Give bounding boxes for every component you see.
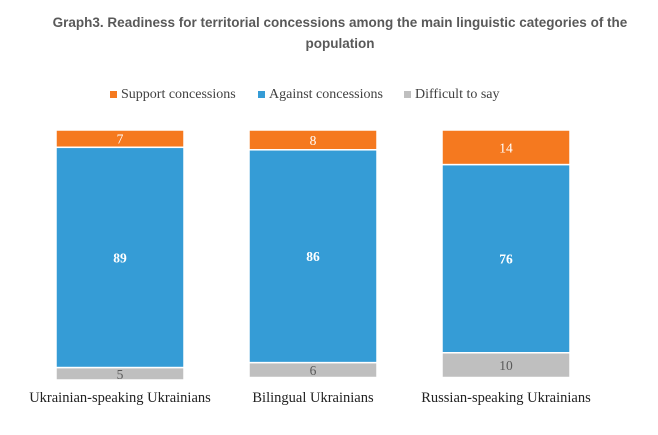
bar-difficult-to-say-bilingual-ukrainians	[248, 361, 378, 379]
chart-title: Graph3. Readiness for territorial conces…	[52, 15, 628, 51]
legend-swatch-difficult-to-say	[404, 91, 411, 98]
data-label-support-concessions-bilingual-ukrainians: 8	[310, 133, 317, 148]
data-label-against-concessions-ukrainian-speaking-ukrainians: 89	[113, 250, 127, 265]
category-label-russian-speaking-ukrainians: Russian-speaking Ukrainians	[421, 390, 591, 406]
legend-swatch-support-concessions	[110, 91, 117, 98]
bar-difficult-to-say-ukrainian-speaking-ukrainians	[55, 366, 185, 381]
bar-support-concessions-russian-speaking-ukrainians	[441, 129, 571, 166]
category-label-bilingual-ukrainians: Bilingual Ukrainians	[252, 390, 374, 406]
data-label-against-concessions-bilingual-ukrainians: 86	[306, 249, 320, 264]
bars-group	[55, 129, 571, 381]
legend-label-support-concessions: Support concessions	[121, 87, 236, 102]
data-label-difficult-to-say-bilingual-ukrainians: 6	[310, 363, 317, 378]
bar-against-concessions-russian-speaking-ukrainians	[441, 163, 571, 354]
data-label-difficult-to-say-russian-speaking-ukrainians: 10	[499, 358, 513, 373]
category-axis-labels: Ukrainian-speaking Ukrainians Bilingual U…	[29, 390, 591, 406]
data-label-support-concessions-ukrainian-speaking-ukrainians: 7	[117, 132, 124, 147]
legend-label-difficult-to-say: Difficult to say	[415, 87, 500, 102]
legend-label-against-concessions: Against concessions	[269, 87, 383, 102]
data-label-support-concessions-russian-speaking-ukrainians: 14	[499, 140, 513, 155]
data-labels-group: 7 89 5 8 86 6 14 76 10	[113, 132, 513, 382]
category-label-ukrainian-speaking-ukrainians: Ukrainian-speaking Ukrainians	[29, 390, 211, 406]
legend: Support concessions Against concessions Di…	[110, 87, 500, 102]
bar-difficult-to-say-russian-speaking-ukrainians	[441, 352, 571, 379]
bar-against-concessions-ukrainian-speaking-ukrainians	[55, 146, 185, 369]
legend-swatch-against-concessions	[258, 91, 265, 98]
data-label-against-concessions-russian-speaking-ukrainians: 76	[499, 252, 513, 267]
bar-against-concessions-bilingual-ukrainians	[248, 149, 378, 364]
data-label-difficult-to-say-ukrainian-speaking-ukrainians: 5	[117, 367, 124, 382]
